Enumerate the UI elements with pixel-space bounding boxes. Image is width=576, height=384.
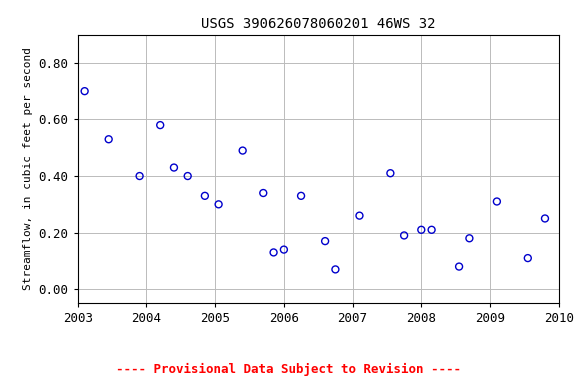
Point bbox=[416, 227, 426, 233]
Point bbox=[214, 201, 223, 207]
Point bbox=[465, 235, 474, 242]
Point bbox=[269, 249, 278, 255]
Title: USGS 390626078060201 46WS 32: USGS 390626078060201 46WS 32 bbox=[201, 17, 435, 31]
Point bbox=[400, 232, 409, 238]
Point bbox=[540, 215, 550, 222]
Y-axis label: Streamflow, in cubic feet per second: Streamflow, in cubic feet per second bbox=[23, 48, 33, 290]
Point bbox=[386, 170, 395, 176]
Point bbox=[169, 164, 179, 170]
Point bbox=[104, 136, 113, 142]
Point bbox=[156, 122, 165, 128]
Point bbox=[297, 193, 306, 199]
Point bbox=[331, 266, 340, 273]
Point bbox=[492, 199, 502, 205]
Point bbox=[183, 173, 192, 179]
Point bbox=[523, 255, 532, 261]
Point bbox=[80, 88, 89, 94]
Point bbox=[320, 238, 329, 244]
Point bbox=[200, 193, 210, 199]
Point bbox=[355, 213, 364, 219]
Text: ---- Provisional Data Subject to Revision ----: ---- Provisional Data Subject to Revisio… bbox=[116, 363, 460, 376]
Point bbox=[279, 247, 289, 253]
Point bbox=[238, 147, 247, 154]
Point bbox=[427, 227, 436, 233]
Point bbox=[135, 173, 144, 179]
Point bbox=[259, 190, 268, 196]
Point bbox=[454, 263, 464, 270]
